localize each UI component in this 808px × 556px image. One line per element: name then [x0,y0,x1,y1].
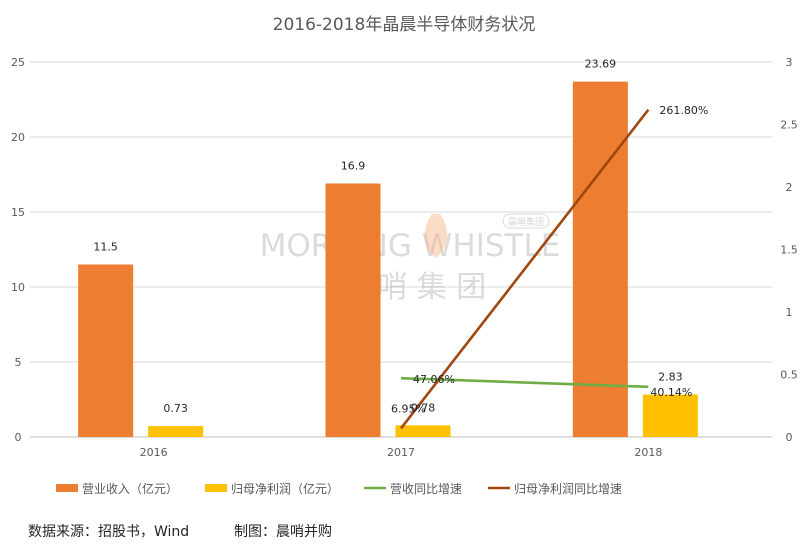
x-tick-label: 2017 [387,446,415,459]
legend-label-0: 营业收入（亿元） [82,481,178,496]
legend-swatch-0 [56,484,78,492]
bar-data-label: 0.73 [163,402,188,415]
watermark-badge [502,213,550,229]
bar-1-1 [395,425,451,437]
bar-data-label: 2.83 [658,371,683,384]
left-tick-label: 10 [11,281,25,294]
legend: 营业收入（亿元） 归母净利润（亿元） 营收同比增速 归母净利润同比增速 [56,481,622,496]
right-tick-label: 0 [786,431,793,444]
right-tick-label: 2.5 [780,119,798,132]
watermark-text-en: MORNING WHISTLE [260,228,561,264]
right-tick-label: 1 [786,306,793,319]
right-tick-label: 0.5 [780,369,798,382]
left-tick-label: 15 [11,206,25,219]
left-tick-label: 5 [15,356,22,369]
line-data-label: 6.95% [391,402,426,415]
bar-0-0 [78,264,134,437]
watermark-badge-text: 晨哨集团 [508,216,544,228]
bar-data-label: 23.69 [585,58,617,71]
left-tick-label: 20 [11,131,25,144]
x-tick-label: 2018 [634,446,662,459]
footer-credit: 制图：晨哨并购 [234,524,332,540]
left-tick-label: 25 [11,56,25,69]
bar-0-1 [325,183,381,437]
bar-1-2 [642,394,698,437]
right-tick-label: 3 [786,56,793,69]
watermark-logo-mark [424,214,448,258]
right-tick-label: 2 [786,181,793,194]
data-labels: 11.5 16.9 23.69 0.73 0.78 2.83 47.06% 40.14% 6.9… [93,58,708,416]
line-data-label: 261.80% [659,104,708,117]
line-series-3 [399,108,650,430]
bar-data-label: 0.78 [411,401,436,414]
bar-1-0 [148,426,204,437]
right-tick-label: 1.5 [780,244,798,257]
legend-label-1: 归母净利润（亿元） [231,481,339,496]
bar-0-2 [572,81,628,438]
legend-label-2: 营收同比增速 [390,482,462,496]
line-series-2 [400,376,649,389]
bar-marks [78,81,698,438]
bar-data-label: 16.9 [341,160,366,173]
x-axis-labels: 2016 2017 2018 [140,446,663,459]
left-tick-label: 0 [15,431,22,444]
footer-source: 数据来源：招股书，Wind [28,524,189,540]
x-tick-label: 2016 [140,446,168,459]
line-data-label: 40.14% [650,386,692,399]
bar-data-label: 11.5 [93,241,118,254]
line-data-label: 47.06% [413,373,455,386]
right-axis-ticks: 0 0.5 1 1.5 2 2.5 3 [780,56,798,444]
legend-swatch-1 [205,484,227,492]
legend-label-3: 归母净利润同比增速 [514,482,622,496]
chart-title: 2016-2018年晶晨半导体财务状况 [273,15,536,35]
left-axis-ticks: 0 5 10 15 20 25 [11,56,25,444]
watermark: MORNING WHISTLE 晨 哨 集 团 晨哨集团 [260,213,561,305]
line-marks [399,108,650,430]
